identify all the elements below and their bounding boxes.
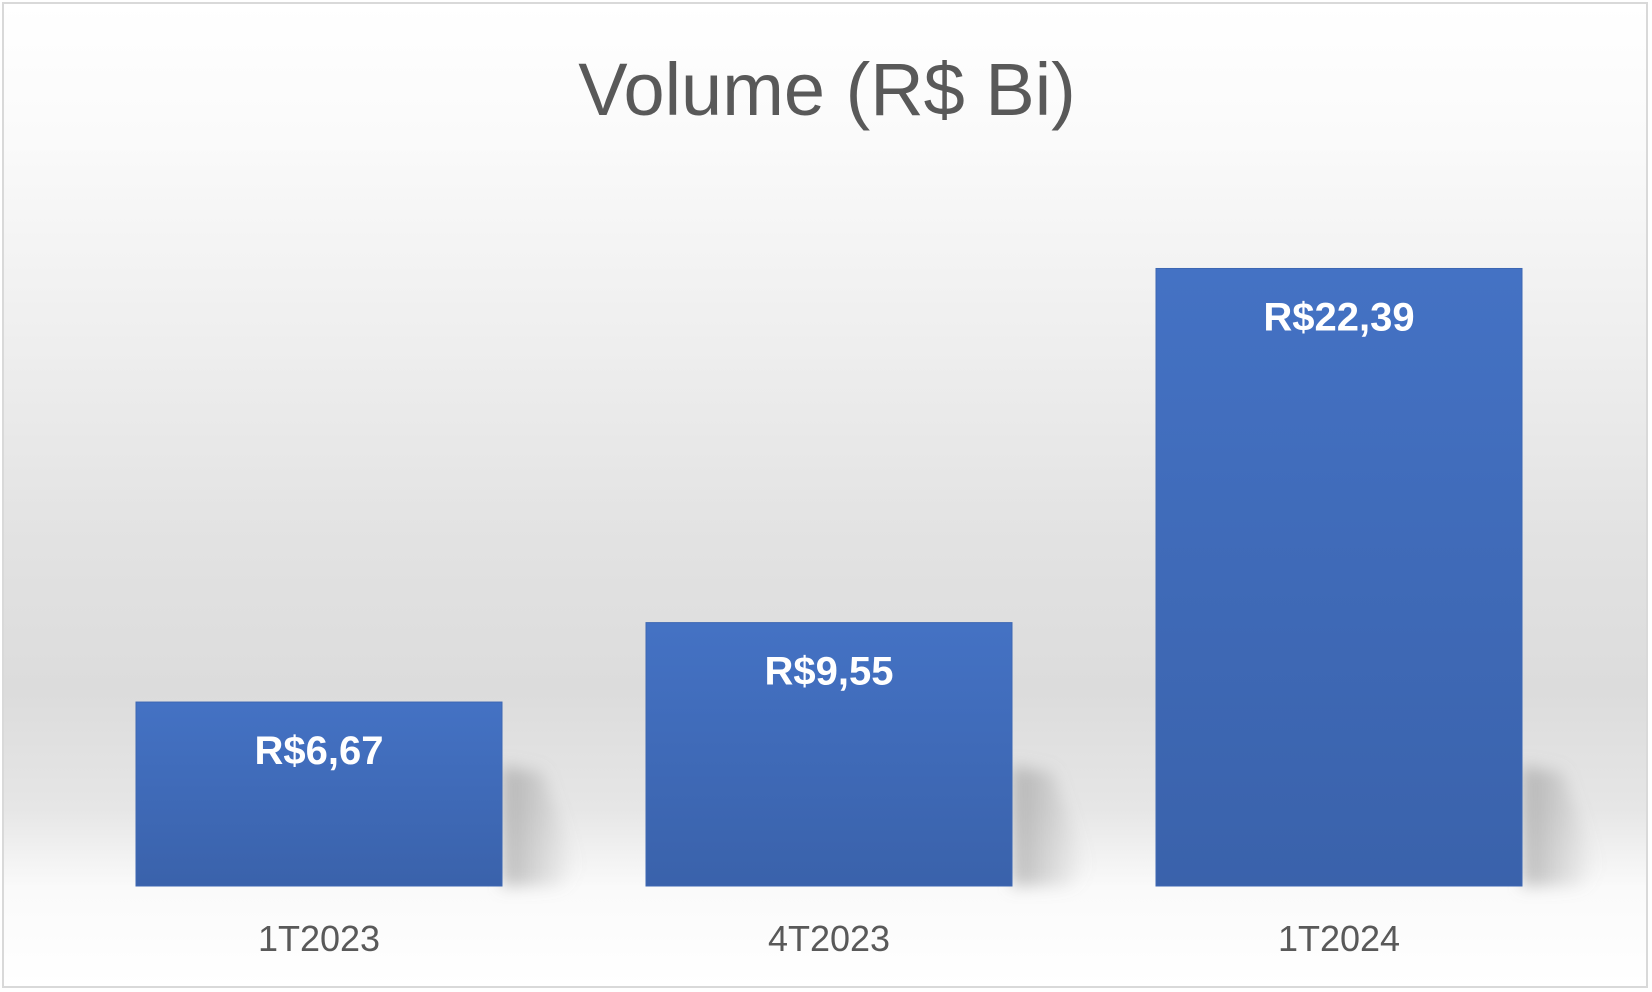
value-label: R$9,55 xyxy=(765,650,894,694)
value-labels: R$6,67 R$9,55 R$22,39 xyxy=(255,295,1415,773)
category-labels: 1T2023 4T2023 1T2024 xyxy=(258,918,1400,959)
value-label: R$22,39 xyxy=(1263,295,1414,339)
category-label: 1T2024 xyxy=(1278,918,1400,959)
bar-4t2023 xyxy=(645,622,1013,887)
bar-1t2024 xyxy=(1155,267,1523,887)
bar-shadow xyxy=(1012,766,1087,886)
bar-1t2023 xyxy=(135,701,503,887)
chart-title: Volume (R$ Bi) xyxy=(578,48,1076,131)
category-label: 1T2023 xyxy=(258,918,380,959)
bar-chart: Volume (R$ Bi) R$6,67 R$9,55 R$22,39 1T202… xyxy=(135,48,1597,959)
bars xyxy=(135,267,1523,887)
category-label: 4T2023 xyxy=(768,918,890,959)
bar-shadow xyxy=(502,766,577,886)
bar-shadows xyxy=(502,766,1597,886)
value-label: R$6,67 xyxy=(255,729,384,773)
bar-shadow xyxy=(1522,766,1597,886)
